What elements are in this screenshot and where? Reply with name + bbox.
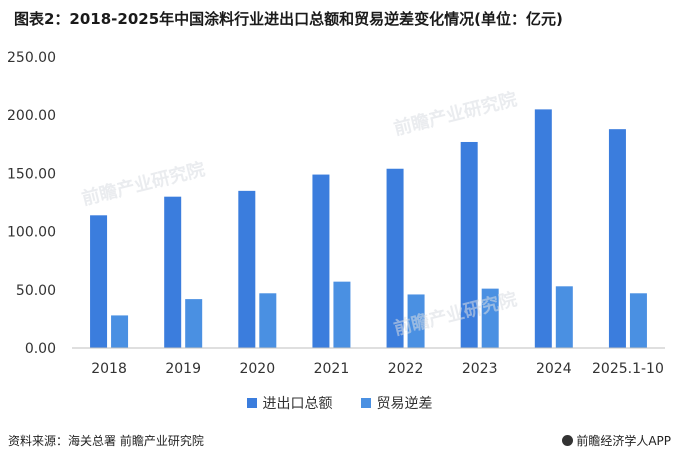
y-tick-label: 50.00 xyxy=(16,283,56,299)
bar-total xyxy=(312,174,330,348)
bar-total xyxy=(460,141,478,348)
y-tick-label: 200.00 xyxy=(7,108,56,124)
legend-item-deficit: 贸易逆差 xyxy=(360,393,433,413)
bar-deficit xyxy=(407,294,425,348)
bar-total xyxy=(164,196,182,348)
brand-logo-icon xyxy=(562,435,574,446)
bar-deficit xyxy=(185,299,203,348)
bar-deficit xyxy=(555,286,573,348)
brand-label: 前瞻经济学人APP xyxy=(562,432,671,449)
y-tick-label: 150.00 xyxy=(7,166,56,182)
legend-swatch-deficit xyxy=(360,398,371,408)
x-tick-label: 2024 xyxy=(536,361,572,377)
legend-label-deficit: 贸易逆差 xyxy=(376,396,433,412)
bar-total xyxy=(386,168,404,348)
bar-total xyxy=(608,129,626,348)
legend-swatch-total xyxy=(246,398,257,408)
x-tick-label: 2021 xyxy=(314,361,350,377)
bar-deficit xyxy=(259,293,277,348)
source-note: 资料来源：海关总署 前瞻产业研究院 xyxy=(8,434,204,448)
x-tick-label: 2018 xyxy=(91,361,127,377)
chart-legend: 进出口总额 贸易逆差 xyxy=(0,393,679,413)
bar-deficit xyxy=(111,315,129,348)
chart-title: 图表2：2018-2025年中国涂料行业进出口总额和贸易逆差变化情况(单位：亿元… xyxy=(14,10,563,28)
bar-total xyxy=(534,109,552,348)
bar-total xyxy=(238,190,256,348)
bar-deficit xyxy=(333,281,351,348)
x-tick-label: 2025.1-10 xyxy=(592,361,664,377)
bar-deficit xyxy=(629,293,647,348)
x-tick-label: 2019 xyxy=(165,361,201,377)
legend-item-total: 进出口总额 xyxy=(246,393,333,413)
y-tick-label: 0.00 xyxy=(25,341,56,357)
x-tick-label: 2023 xyxy=(462,361,498,377)
bar-total xyxy=(90,215,108,348)
bar-deficit xyxy=(481,288,499,348)
x-tick-label: 2022 xyxy=(388,361,424,377)
brand-text: 前瞻经济学人APP xyxy=(576,434,671,448)
y-tick-label: 250.00 xyxy=(7,50,56,66)
x-tick-label: 2020 xyxy=(239,361,275,377)
legend-label-total: 进出口总额 xyxy=(262,396,333,412)
y-tick-label: 100.00 xyxy=(7,225,56,241)
